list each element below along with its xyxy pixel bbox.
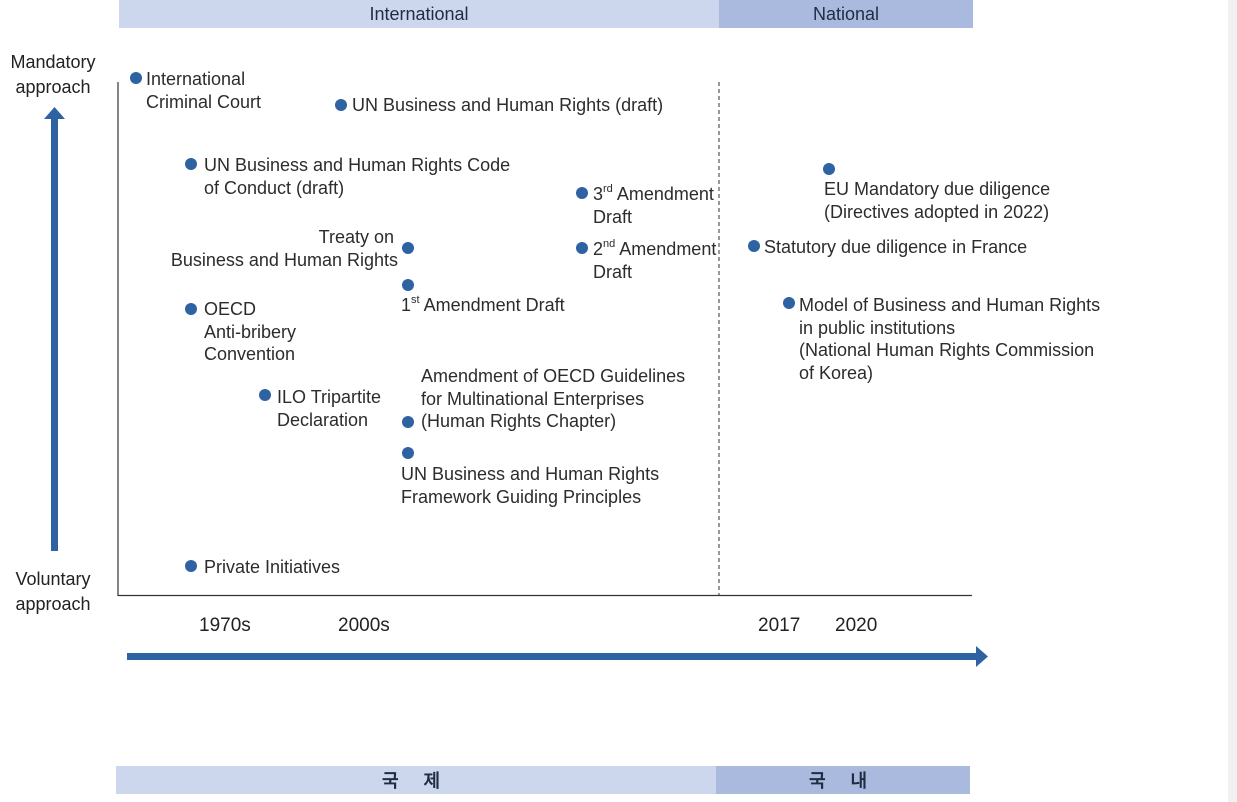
event-un-bhr-draft: UN Business and Human Rights (draft) <box>352 95 664 115</box>
event-eu: EU Mandatory due diligence (Directives a… <box>824 178 1050 223</box>
event-oecd-antibribery: OECD Anti-bribery Convention <box>204 298 296 366</box>
event-nhrck-line2: in public institutions <box>799 317 956 338</box>
event-dot-ilo <box>259 389 271 401</box>
event-un-code: UN Business and Human Rights Code of Con… <box>204 154 510 199</box>
event-oecd-antibribery-line1: OECD <box>204 299 257 319</box>
event-ilo-line2: Declaration <box>277 409 369 430</box>
event-eu-line1: EU Mandatory due diligence <box>824 179 1051 199</box>
event-dot-france <box>748 240 760 252</box>
event-ilo-line1: ILO Tripartite <box>277 387 382 407</box>
event-third-amendment: 3rd Amendment Draft <box>593 183 714 228</box>
event-dot-un-code <box>185 158 197 170</box>
event-treaty-line2: Business and Human Rights <box>170 249 398 270</box>
event-dot-oecd-antibribery <box>185 303 197 315</box>
event-second-amendment-line1: 2nd Amendment <box>593 238 716 261</box>
y-axis-bottom-label: Voluntary approach <box>2 567 104 617</box>
event-un-code-line1: UN Business and Human Rights Code <box>204 155 511 175</box>
third-amend-text: Amendment <box>616 184 714 204</box>
event-ilo: ILO Tripartite Declaration <box>277 386 381 431</box>
event-oecd-guidelines-line1: Amendment of OECD Guidelines <box>421 366 686 386</box>
event-un-code-line2: of Conduct (draft) <box>204 177 345 198</box>
event-dot-ungp <box>402 447 414 459</box>
first-amend-number: 1 <box>401 295 412 315</box>
event-oecd-antibribery-line3: Convention <box>204 344 296 364</box>
event-ungp-line2: Framework Guiding Principles <box>401 486 642 507</box>
band-national-top: National <box>719 0 973 28</box>
event-nhrck-line3: (National Human Rights Commission <box>799 340 1095 360</box>
event-nhrck-line1: Model of Business and Human Rights <box>799 295 1101 315</box>
y-axis-bottom-line1: Voluntary <box>15 569 91 589</box>
y-axis-top-line1: Mandatory <box>10 52 96 72</box>
event-dot-second-amendment <box>576 242 588 254</box>
event-dot-private <box>185 560 197 572</box>
y-axis-top-line2: approach <box>15 77 91 97</box>
event-dot-first-amendment <box>402 279 414 291</box>
event-second-amendment: 2nd Amendment Draft <box>593 238 716 283</box>
event-dot-icc <box>130 72 142 84</box>
horizontal-arrow-head <box>976 646 988 667</box>
event-dot-oecd-guidelines <box>402 416 414 428</box>
band-national-korean-label: 국 내 <box>808 771 878 791</box>
band-international-bottom: 국 제 <box>116 766 716 794</box>
page-edge-shade <box>1228 0 1237 802</box>
second-amend-number: 2 <box>593 239 604 259</box>
x-tick-1970s: 1970s <box>199 615 251 636</box>
horizontal-arrow-shaft <box>127 653 978 660</box>
event-france: Statutory due diligence in France <box>764 237 1028 257</box>
event-treaty: Treaty on Business and Human Rights <box>160 226 398 271</box>
x-tick-2020: 2020 <box>835 615 878 636</box>
vertical-arrow-head <box>44 107 65 119</box>
event-icc: International Criminal Court <box>146 68 261 113</box>
band-international-label: International <box>369 3 469 24</box>
event-second-amendment-line2: Draft <box>593 261 633 282</box>
y-axis-top-label: Mandatory approach <box>2 50 104 100</box>
first-amend-ordinal: st <box>411 294 420 306</box>
event-treaty-line1: Treaty on <box>318 227 394 247</box>
event-nhrck-line4: of Korea) <box>799 362 874 383</box>
event-third-amendment-line1: 3rd Amendment <box>593 183 714 206</box>
event-oecd-guidelines: Amendment of OECD Guidelines for Multina… <box>421 365 685 433</box>
event-oecd-guidelines-line2: for Multinational Enterprises <box>421 388 645 409</box>
event-dot-nhrck <box>783 297 795 309</box>
first-amend-text: Amendment Draft <box>423 295 565 315</box>
event-icc-line1: International <box>146 69 246 89</box>
second-amend-text: Amendment <box>619 239 717 259</box>
event-oecd-antibribery-line2: Anti-bribery <box>204 321 297 342</box>
band-national-label: National <box>812 3 880 24</box>
event-dot-eu <box>823 163 835 175</box>
event-oecd-guidelines-line3: (Human Rights Chapter) <box>421 411 617 431</box>
band-international-korean-label: 국 제 <box>381 771 451 791</box>
event-nhrck: Model of Business and Human Rights in pu… <box>799 294 1100 384</box>
x-tick-2000s: 2000s <box>338 615 390 636</box>
event-dot-treaty <box>402 242 414 254</box>
second-amend-ordinal: nd <box>603 238 616 250</box>
event-private: Private Initiatives <box>204 557 341 577</box>
event-dot-un-bhr-draft <box>335 99 347 111</box>
third-amend-number: 3 <box>593 184 604 204</box>
band-international-top: International <box>119 0 719 28</box>
event-third-amendment-line2: Draft <box>593 206 633 227</box>
event-first-amendment: 1st Amendment Draft <box>401 294 565 317</box>
event-eu-line2: (Directives adopted in 2022) <box>824 201 1050 222</box>
third-amend-ordinal: rd <box>603 183 613 195</box>
event-dot-third-amendment <box>576 187 588 199</box>
event-icc-line2: Criminal Court <box>146 91 262 112</box>
vertical-arrow-shaft <box>51 118 58 551</box>
x-tick-2017: 2017 <box>758 615 801 636</box>
event-ungp-line1: UN Business and Human Rights <box>401 464 660 484</box>
band-national-bottom: 국 내 <box>716 766 970 794</box>
y-axis-bottom-line2: approach <box>15 594 91 614</box>
event-ungp: UN Business and Human Rights Framework G… <box>401 463 659 508</box>
